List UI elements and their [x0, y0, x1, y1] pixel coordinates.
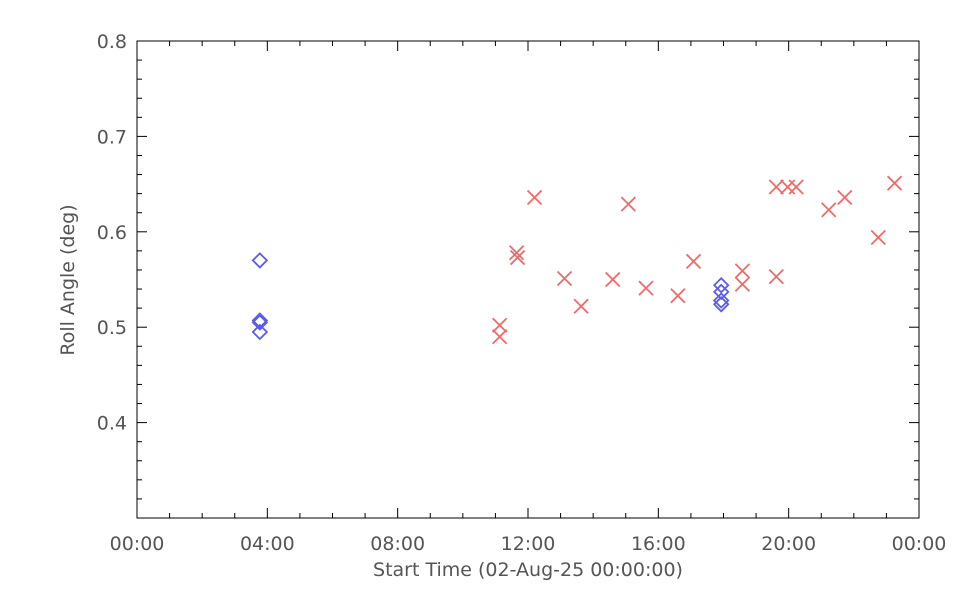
x-tick-label: 12:00: [501, 533, 556, 555]
data-point-cross: [670, 288, 686, 304]
data-point-diamond: [712, 283, 730, 301]
data-point-cross: [509, 249, 526, 266]
y-tick-labels: 0.4 0.5 0.6 0.7 0.8: [97, 31, 127, 435]
data-point-cross: [526, 189, 543, 206]
data-point-cross: [492, 317, 508, 333]
y-axis-title: Roll Angle (deg): [57, 204, 79, 355]
data-point-cross: [821, 202, 837, 218]
y-tick-label: 0.5: [97, 317, 127, 339]
y-tick-label: 0.7: [97, 126, 127, 148]
data-point-diamond: [251, 252, 269, 269]
data-point-cross: [573, 298, 589, 314]
plot-axes: [136, 40, 920, 519]
data-point-cross: [638, 280, 654, 296]
data-point-cross: [886, 175, 903, 191]
data-point-cross: [734, 263, 751, 279]
data-point-cross: [870, 229, 886, 246]
x-tick-label: 00:00: [892, 533, 947, 555]
data-point-cross: [556, 270, 573, 287]
data-point-cross: [768, 269, 784, 285]
data-point-cross: [605, 271, 621, 288]
data-point-diamond: [251, 312, 269, 329]
data-point-cross: [788, 179, 804, 195]
data-point-cross: [837, 189, 853, 206]
x-tick-label: 16:00: [631, 533, 686, 555]
plot-frame: [136, 40, 920, 519]
axis-ticks: [136, 40, 920, 519]
y-tick-label: 0.4: [97, 413, 127, 435]
x-tick-label: 00:00: [110, 533, 165, 555]
data-point-cross: [508, 245, 525, 261]
x-tick-label: 08:00: [370, 533, 425, 555]
data-point-cross: [620, 196, 636, 212]
data-point-cross: [492, 329, 508, 345]
x-tick-labels: 00:00 04:00 08:00 12:00 16:00 20:00 00:00: [110, 533, 947, 555]
data-point-cross: [768, 179, 784, 195]
data-points: [251, 175, 903, 345]
data-point-cross: [685, 253, 702, 270]
x-axis-title: Start Time (02-Aug-25 00:00:00): [373, 559, 683, 581]
y-tick-label: 0.8: [97, 31, 127, 53]
data-point-cross: [780, 179, 796, 195]
y-tick-label: 0.6: [97, 222, 127, 244]
data-point-diamond: [251, 314, 269, 331]
x-tick-label: 04:00: [240, 533, 295, 555]
data-point-diamond: [712, 296, 730, 313]
data-point-diamond: [712, 292, 730, 309]
x-tick-label: 20:00: [761, 533, 816, 555]
data-point-cross: [734, 276, 751, 292]
data-point-diamond: [251, 323, 269, 341]
